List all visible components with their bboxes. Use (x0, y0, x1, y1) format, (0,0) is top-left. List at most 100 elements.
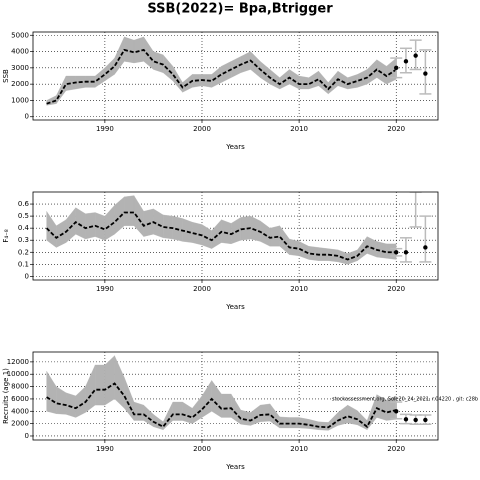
confidence-band (75, 207, 86, 240)
confidence-band (124, 195, 135, 226)
y-tick-label: 0.5 (18, 212, 29, 220)
y-tick-label: 0 (25, 113, 29, 121)
x-tick-label: 2010 (290, 125, 308, 133)
confidence-band (75, 386, 86, 418)
confidence-band (114, 36, 125, 75)
y-tick-label: 1000 (11, 96, 29, 104)
y-tick-label: 12000 (7, 358, 29, 366)
x-tick-label: 2020 (387, 285, 405, 293)
confidence-band (104, 355, 115, 406)
confidence-band (260, 220, 271, 247)
confidence-band (211, 379, 222, 418)
line (45, 211, 397, 261)
confidence-band (250, 404, 261, 426)
confidence-band (162, 54, 174, 82)
confidence-band (104, 57, 115, 82)
confidence-band (114, 196, 125, 235)
forecast-point (394, 250, 399, 255)
forecast-point (413, 53, 418, 58)
confidence-band (240, 409, 251, 426)
y-tick-label: 0.3 (18, 236, 29, 244)
y-tick-label: 2000 (11, 80, 29, 88)
confidence-band (56, 386, 67, 415)
forecast-point (394, 65, 399, 71)
confidence-band (172, 65, 183, 93)
x-tick-label: 2000 (193, 125, 211, 133)
y-tick-label: 2000 (11, 420, 29, 428)
confidence-band (143, 208, 154, 237)
confidence-band (56, 75, 67, 105)
y-tick-label: 0.6 (18, 200, 30, 208)
confidence-band (114, 355, 125, 409)
confidence-band (95, 67, 106, 88)
axes-frame (32, 351, 439, 441)
plot-area (33, 352, 438, 440)
confidence-band (221, 219, 232, 245)
confidence-band (182, 401, 193, 424)
confidence-band (250, 215, 261, 242)
y-tick-label: 0.2 (18, 248, 29, 256)
confidence-band (95, 364, 106, 406)
forecast-point (423, 417, 428, 423)
confidence-band (65, 207, 76, 243)
forecast-point (403, 59, 409, 64)
confidence-band (366, 59, 377, 85)
x-tick-label: 2010 (290, 285, 308, 293)
x-axis-label: Years (225, 463, 245, 471)
line (46, 48, 397, 105)
x-tick-label: 2000 (193, 445, 211, 453)
annotation: stockassessment.org, Sole20_24_2021, r.0… (332, 397, 478, 403)
y-tick-label: 0 (25, 272, 29, 280)
confidence-band (298, 75, 309, 90)
forecast-point (403, 417, 409, 422)
confidence-band (318, 421, 329, 431)
confidence-band (56, 219, 67, 248)
confidence-band (260, 403, 271, 422)
confidence-band (328, 412, 339, 431)
confidence-band (279, 416, 290, 429)
confidence-band (289, 69, 300, 90)
confidence-band (269, 69, 280, 90)
confidence-band (85, 212, 96, 240)
confidence-band (85, 364, 96, 413)
confidence-band (347, 404, 358, 426)
y-axis-label: F₄₋₈ (2, 229, 10, 243)
axes-frame (32, 191, 439, 281)
confidence-band (143, 36, 154, 70)
x-tick-label: 2020 (387, 125, 405, 133)
y-tick-label: 5000 (11, 31, 29, 39)
confidence-band (357, 236, 368, 262)
confidence-band (46, 370, 57, 414)
y-tick-label: 0.4 (18, 224, 30, 232)
y-tick-label: 0 (25, 432, 29, 440)
y-tick-label: 6000 (11, 395, 29, 403)
confidence-band (328, 70, 339, 95)
confidence-band (192, 395, 203, 424)
confidence-band (289, 417, 300, 429)
confidence-band (133, 401, 144, 421)
x-tick-label: 1990 (96, 445, 114, 453)
x-tick-label: 2010 (290, 445, 308, 453)
forecast-point (423, 245, 428, 250)
confidence-band (298, 241, 309, 260)
confidence-band (133, 195, 144, 237)
confidence-band (337, 404, 348, 426)
y-axis-label: Recruits (age 1) (2, 368, 10, 424)
confidence-band (221, 393, 232, 418)
confidence-band (230, 217, 241, 245)
confidence-band (172, 401, 183, 421)
confidence-band (279, 69, 290, 90)
y-axis-label: SSB (2, 69, 10, 83)
plot-area (33, 32, 438, 120)
y-tick-label: 0.1 (18, 260, 29, 268)
y-tick-label: 4000 (11, 48, 29, 56)
x-axis-label: Years (225, 303, 245, 311)
confidence-band (201, 379, 212, 418)
y-tick-label: 4000 (11, 407, 29, 415)
forecast-point (394, 409, 399, 414)
line (46, 382, 397, 429)
forecast-point (423, 71, 428, 76)
confidence-band (318, 70, 329, 95)
x-tick-label: 2020 (387, 445, 405, 453)
